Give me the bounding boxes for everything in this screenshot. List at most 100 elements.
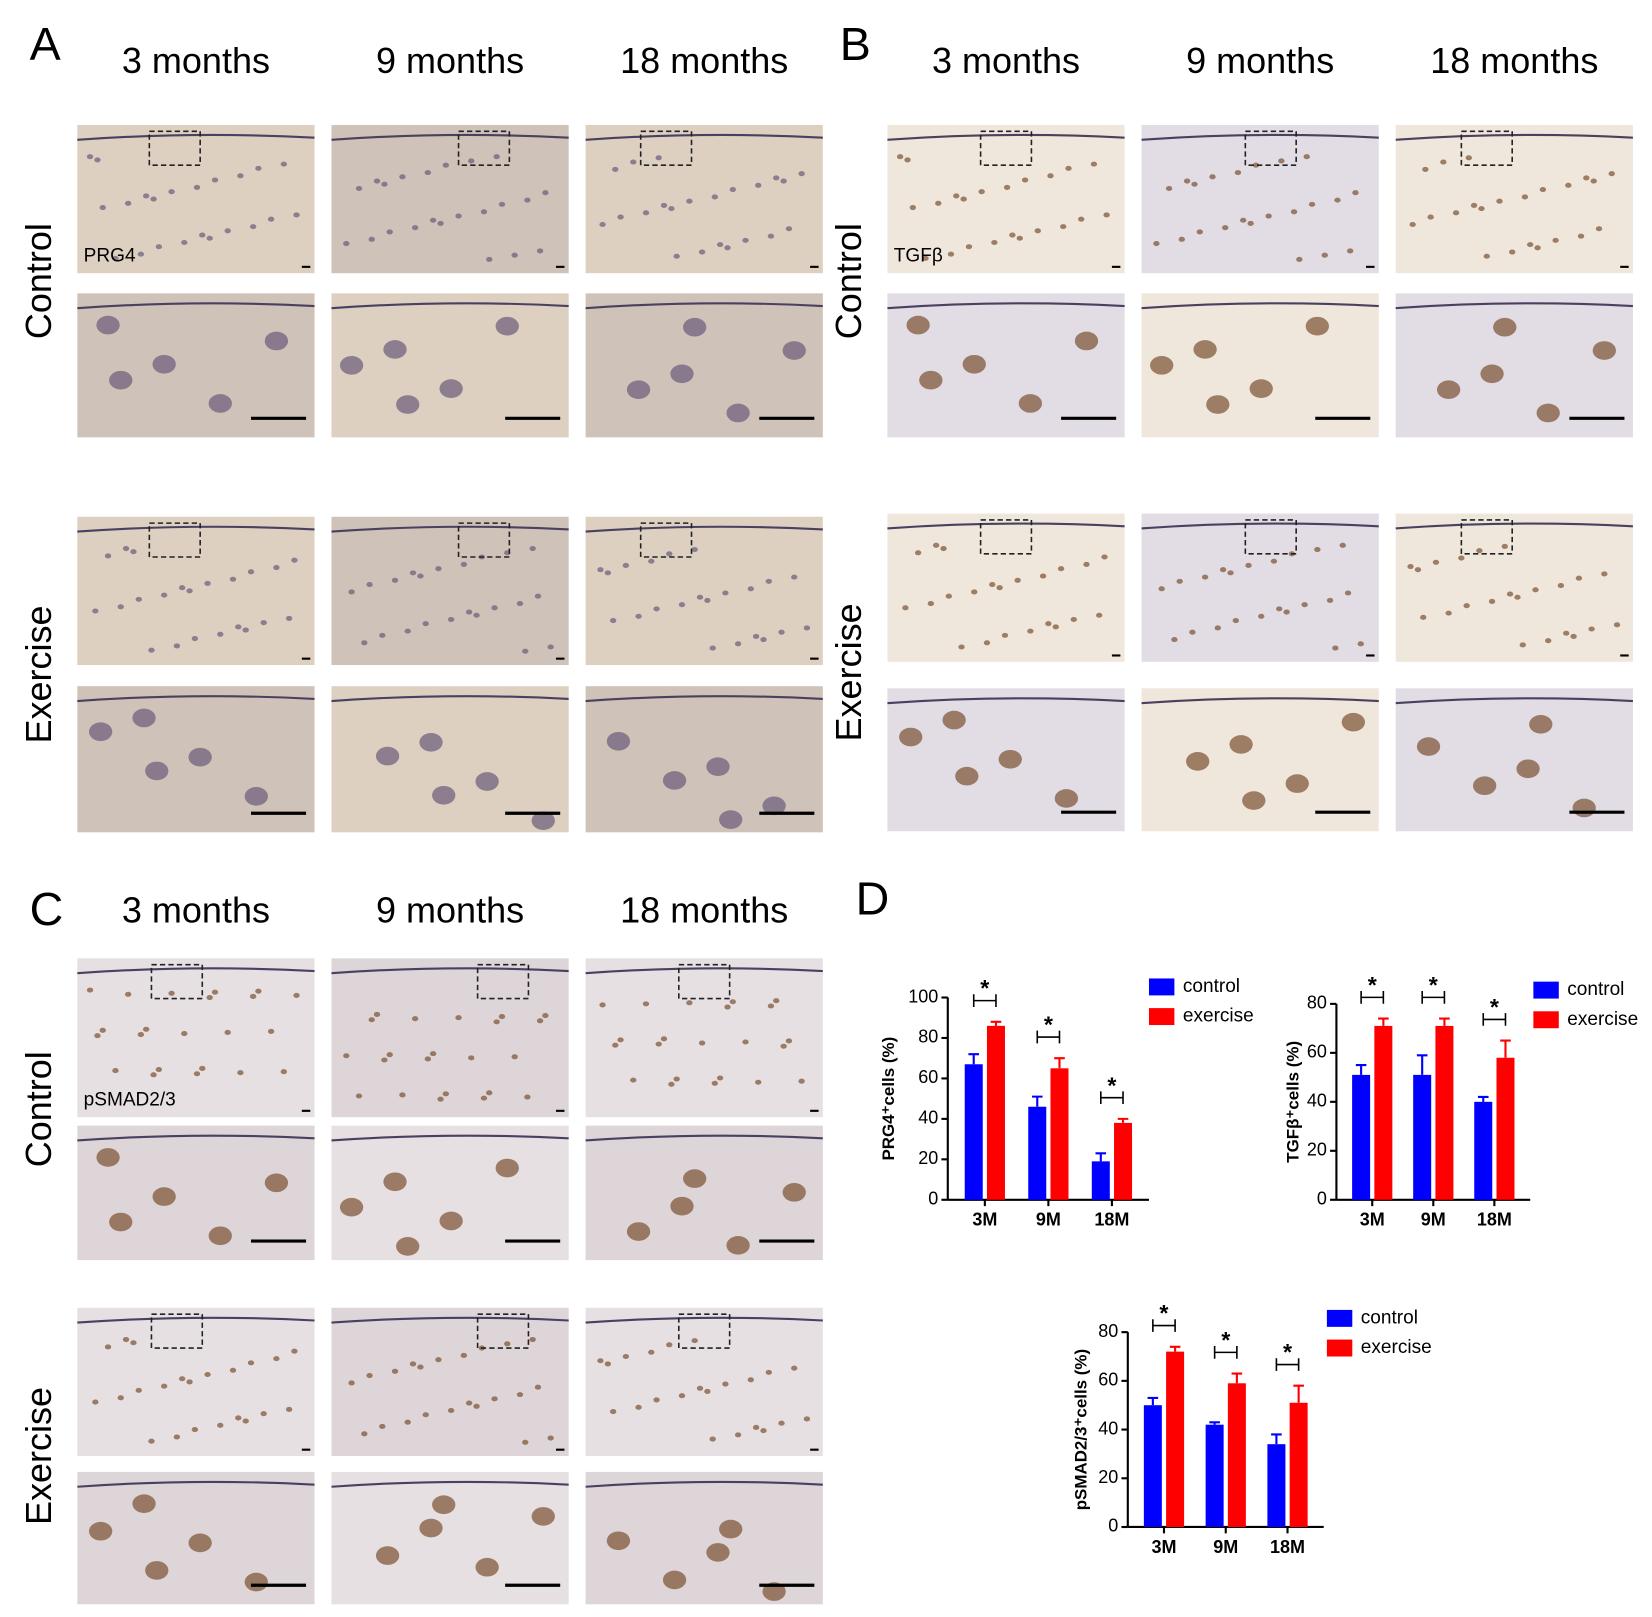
cell [224, 228, 231, 234]
bar [964, 1064, 983, 1200]
cell [391, 577, 399, 583]
significance-bracket [1152, 1319, 1176, 1332]
cell [132, 1494, 156, 1514]
cell [511, 252, 518, 258]
cell [391, 1368, 399, 1374]
cell [109, 370, 133, 390]
cell [475, 772, 499, 791]
x-tick-label: 9M [1036, 1210, 1061, 1230]
cell [465, 609, 473, 615]
cell [204, 580, 211, 587]
cell [716, 1075, 724, 1081]
cell [927, 601, 935, 607]
cell [909, 205, 917, 211]
cartilage-surface [1395, 302, 1633, 310]
cell [704, 1388, 711, 1394]
cell [960, 196, 967, 202]
cell [396, 1237, 420, 1256]
cell [491, 605, 498, 611]
cell [178, 585, 186, 591]
cell [782, 341, 806, 360]
cell [432, 785, 456, 805]
cartilage-surface [585, 1134, 823, 1142]
cell [135, 596, 142, 602]
cartilage-surface [585, 695, 823, 703]
cell [150, 196, 157, 202]
cell [366, 581, 373, 588]
cell [1427, 214, 1434, 220]
cartilage-surface [331, 302, 569, 310]
cell [902, 605, 909, 611]
cell [160, 1383, 168, 1389]
y-tick-label: 0 [1108, 1516, 1118, 1536]
significance-label: * [1044, 1012, 1054, 1038]
cell [368, 236, 375, 242]
histology-image [585, 686, 823, 833]
cell [635, 1404, 642, 1410]
cell [1483, 253, 1490, 259]
cell [1407, 563, 1414, 570]
y-tick-label: 60 [1307, 1042, 1327, 1062]
cell [495, 316, 519, 336]
cell [92, 608, 99, 614]
panel-letter: C [30, 883, 64, 935]
bar [1050, 1068, 1069, 1200]
cell [547, 1435, 554, 1441]
significance-bracket [1275, 1358, 1300, 1371]
cell [419, 732, 443, 752]
bar [1496, 1057, 1515, 1200]
cell [104, 553, 112, 559]
cell [1201, 574, 1209, 580]
column-header: 9 months [376, 40, 524, 81]
cell [247, 1360, 255, 1366]
cartilage-surface [1395, 697, 1633, 705]
cell [1341, 712, 1365, 732]
cell [1476, 548, 1483, 554]
zoom-box [476, 1313, 530, 1349]
cell [193, 184, 201, 190]
cell [244, 787, 268, 806]
y-tick-label: 20 [1098, 1467, 1118, 1487]
y-tick-label: 20 [1307, 1140, 1327, 1160]
cartilage-surface [77, 525, 315, 533]
cell [191, 635, 199, 642]
bar [1289, 1402, 1308, 1527]
legend-swatch [1533, 1011, 1559, 1029]
cell [291, 557, 298, 563]
significance-bracket [1036, 1030, 1061, 1044]
zoom-box [1244, 130, 1297, 166]
cell [1601, 571, 1608, 577]
cell [683, 317, 707, 337]
cell [1014, 577, 1021, 583]
cartilage-surface [77, 133, 315, 141]
cell [673, 253, 680, 259]
cell [339, 356, 364, 375]
cell [1045, 621, 1052, 627]
cell [1278, 158, 1285, 164]
y-axis-label: TGFβ⁺cells (%) [1284, 1041, 1303, 1163]
cell [785, 1038, 793, 1044]
cell [1178, 236, 1185, 242]
cell [491, 1396, 498, 1402]
error-bar [968, 1053, 980, 1065]
cell [1016, 235, 1023, 241]
cell [678, 1393, 686, 1399]
cartilage-surface [887, 133, 1125, 141]
cell [88, 722, 113, 742]
cell [1334, 197, 1341, 203]
cell [653, 606, 660, 612]
cell [285, 1406, 293, 1412]
cell [1153, 241, 1160, 247]
cell [404, 628, 411, 634]
cell [224, 1029, 231, 1036]
cell [1247, 220, 1254, 226]
cell [606, 731, 631, 751]
cell [1545, 638, 1552, 644]
cell [260, 1411, 267, 1417]
cell [188, 747, 212, 767]
cell [404, 1419, 411, 1425]
cell [1176, 578, 1183, 584]
cell [1592, 341, 1616, 360]
significance-bracket [1482, 1013, 1507, 1026]
cell [773, 175, 780, 181]
